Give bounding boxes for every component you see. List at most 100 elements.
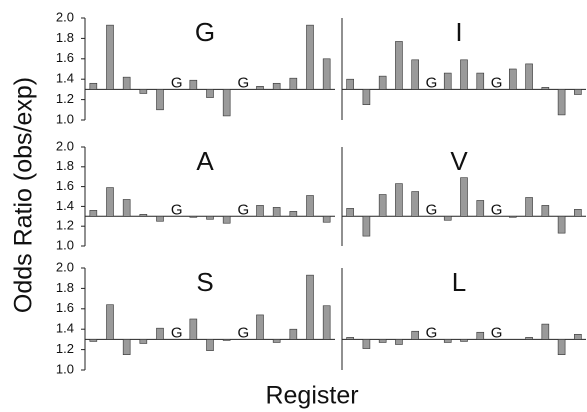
y-tick-label: 1.2 [56, 218, 74, 233]
bar [525, 63, 533, 90]
bar [289, 77, 298, 90]
y-tick-label: 1.4 [56, 71, 74, 86]
panel-title: A [196, 146, 214, 176]
bar [106, 187, 114, 217]
bar [272, 339, 281, 343]
bar [557, 339, 566, 355]
bar [156, 327, 164, 340]
bar [476, 331, 485, 340]
bar [395, 183, 403, 217]
y-tick-label: 1.8 [56, 280, 74, 295]
panel-title: S [196, 267, 213, 297]
category-label: G [491, 201, 503, 218]
bar [411, 191, 420, 217]
bar [476, 72, 485, 90]
bar [122, 339, 131, 355]
bar [460, 339, 468, 342]
bar [306, 274, 314, 340]
category-label: G [491, 74, 503, 91]
bar [272, 82, 281, 90]
bar [460, 177, 468, 217]
category-label: G [426, 324, 438, 341]
bar [541, 87, 550, 90]
y-tick-label: 1.6 [56, 50, 74, 65]
bar [206, 216, 214, 220]
bar [378, 75, 387, 90]
y-tick-label: 2.0 [56, 9, 74, 24]
bar [139, 214, 148, 217]
y-axis-label: Odds Ratio (obs/exp) [10, 77, 38, 313]
y-tick-label: 1.6 [56, 178, 74, 193]
bar [443, 216, 452, 221]
y-tick-label: 1.8 [56, 30, 74, 45]
y-tick-label: 1.4 [56, 321, 74, 336]
bar [89, 82, 98, 90]
y-tick-label: 2.0 [56, 259, 74, 274]
bar [289, 328, 298, 340]
bar [443, 72, 452, 90]
panel-title: V [450, 146, 468, 176]
bar [139, 89, 148, 94]
bar [156, 216, 164, 222]
bar [156, 89, 164, 111]
bar [541, 205, 550, 217]
bar [362, 89, 371, 106]
bar [443, 339, 452, 343]
bar [322, 216, 331, 223]
bar [476, 200, 485, 217]
bar [322, 305, 331, 340]
bar [411, 59, 420, 90]
bar [362, 339, 371, 349]
bar [411, 330, 420, 340]
bar [256, 314, 264, 340]
bar [395, 339, 403, 345]
bar [206, 339, 214, 351]
bar [525, 337, 533, 340]
bar [508, 216, 517, 218]
y-tick-label: 1.0 [56, 111, 74, 126]
y-tick-label: 1.2 [56, 341, 74, 356]
category-label: G [426, 201, 438, 218]
y-tick-label: 1.4 [56, 198, 74, 213]
bar [362, 216, 371, 237]
bar [89, 339, 98, 342]
y-tick-label: 1.2 [56, 91, 74, 106]
bar [378, 194, 387, 217]
category-label: G [426, 74, 438, 91]
bar [322, 58, 331, 90]
bar [272, 207, 281, 217]
bar [139, 339, 148, 344]
bar [122, 76, 131, 90]
y-tick-label: 1.0 [56, 361, 74, 376]
panel-title: I [455, 17, 462, 47]
category-label: G [171, 74, 183, 91]
bar [346, 208, 354, 217]
bar [122, 199, 131, 217]
bar [289, 211, 298, 217]
bar [256, 205, 264, 217]
bar [395, 41, 403, 90]
bar [306, 195, 314, 217]
bar [222, 216, 231, 224]
bar [189, 79, 198, 90]
bar [106, 304, 114, 340]
category-label: G [237, 324, 249, 341]
bar [206, 89, 214, 98]
y-tick-label: 1.0 [56, 237, 74, 252]
bar [574, 209, 582, 217]
bar [189, 318, 198, 340]
category-label: G [237, 74, 249, 91]
category-label: G [171, 324, 183, 341]
bar [189, 216, 198, 218]
bar [378, 339, 387, 343]
y-tick-label: 1.6 [56, 300, 74, 315]
panel-title: G [195, 17, 215, 47]
bar [222, 89, 231, 117]
bar [89, 210, 98, 217]
y-tick-label: 1.8 [56, 158, 74, 173]
bar [346, 78, 354, 90]
bar [508, 68, 517, 90]
x-axis-label: Register [265, 382, 358, 410]
bar [557, 89, 566, 116]
